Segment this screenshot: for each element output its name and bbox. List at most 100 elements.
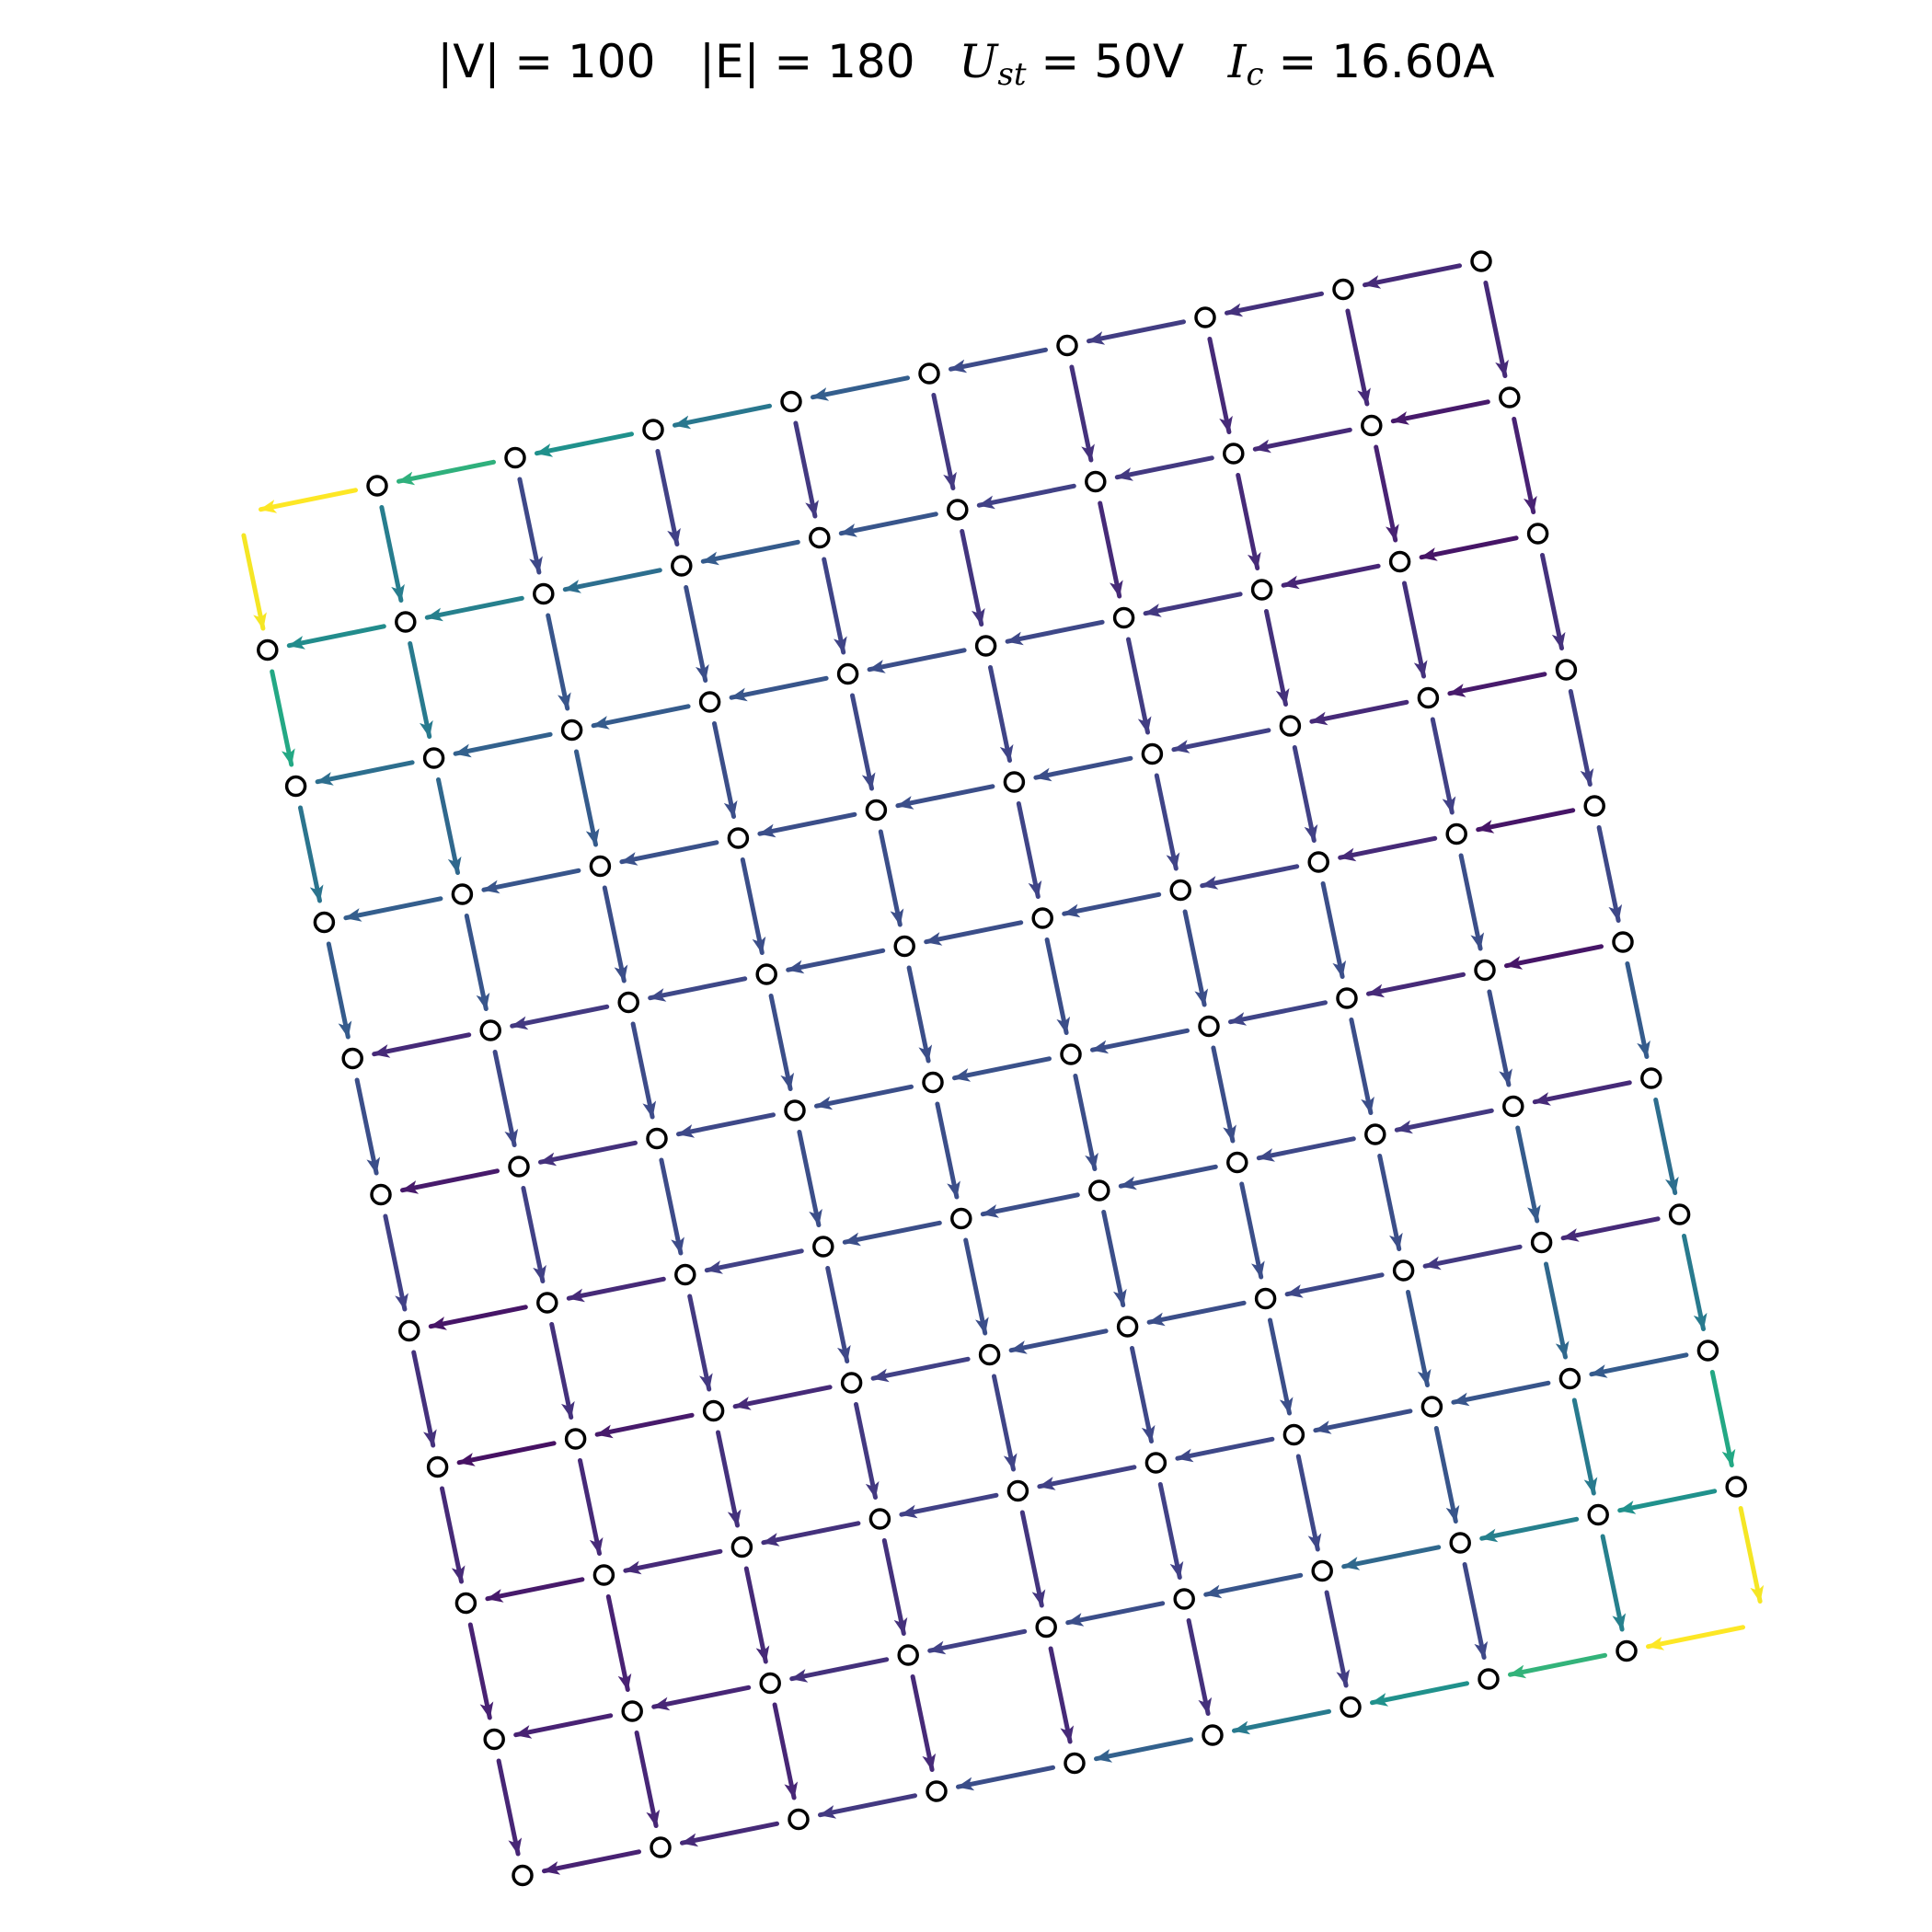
graph-node-r4-c4 [1031,907,1053,929]
graph-node-r7-c3 [1254,1287,1277,1310]
edge-arrow-v-r7-c9 [440,1486,466,1584]
edge-arrow-h-r8-c5 [899,1492,999,1519]
graph-node-r0-c5 [780,390,802,413]
edge-arrow-v-r8-c0 [1709,1370,1736,1467]
edge-arrow-v-r8-c8 [605,1594,632,1692]
edge-arrow-h-r1-c4 [838,512,938,537]
edge-arrow-v-r5-c4 [1073,1074,1098,1171]
edge-arrow-h-r8-c3 [1175,1436,1275,1463]
edge-arrow-h-r8-c4 [1037,1465,1137,1490]
graph-node-r6-c6 [812,1236,834,1258]
edge-arrow-v-r0-c6 [655,449,681,546]
edge-arrow-h-r3-c0 [1447,672,1547,697]
edge-arrow-h-r8-c7 [623,1548,723,1575]
edge-arrow-v-r6-c7 [687,1294,713,1392]
graph-node-r5-c5 [922,1071,944,1094]
edge-arrow-h-r5-c1 [1366,972,1466,998]
edge-arrow-v-r7-c0 [1682,1234,1708,1331]
edge-arrow-h-r7-c6 [732,1385,833,1410]
edge-arrow-v-r7-c2 [1406,1290,1432,1387]
edge-arrow-v-r3-c3 [1154,773,1180,871]
edge-arrow-h-r9-c2 [1341,1545,1442,1570]
graph-node-r1-c3 [1085,470,1107,493]
graph-node-r9-c1 [1587,1503,1609,1526]
edge-arrow-v-r4-c4 [1044,937,1071,1035]
graph-node-r4-c8 [479,1019,501,1041]
graph-node-r9-c6 [897,1644,919,1666]
graph-node-r2-c7 [560,719,583,742]
graph-node-r4-c0 [1583,795,1605,817]
edge-arrow-h-r2-c6 [591,704,691,730]
edge-arrow-v-r3-c2 [1292,745,1318,843]
edge-arrow-h-r9-c3 [1203,1572,1304,1599]
graph-node-r9-c5 [1035,1616,1057,1639]
edge-arrow-h-r0-c0 [1363,263,1462,289]
graph-node-r10-c3 [1340,1696,1362,1719]
edge-arrow-h-r4-c4 [924,920,1024,946]
edge-arrow-v-r9-c8 [634,1731,661,1828]
edge-arrow-h-r7-c1 [1422,1244,1523,1271]
edge-arrow-v-r9-c1 [1600,1534,1627,1632]
edge-arrow-v-r7-c8 [578,1458,604,1556]
edge-arrow-h-r9-c1 [1479,1516,1580,1543]
edge-arrow-v-r2-c5 [850,693,876,791]
graph-node-r2-c5 [836,662,859,685]
graph-node-r0-c2 [1194,306,1216,328]
graph-node-r9-c2 [1449,1532,1471,1554]
edge-arrow-h-r4-c2 [1200,864,1300,890]
graph-node-r1-c0 [1499,386,1521,408]
graph-node-r6-c7 [674,1263,696,1286]
graph-node-r5-c6 [784,1099,806,1121]
edge-arrow-h-r8-c2 [1313,1409,1413,1434]
edge-arrow-h-r8-c0 [1589,1352,1689,1378]
edge-arrow-v-r7-c1 [1544,1261,1570,1360]
graph-node-r3-c7 [589,855,612,878]
edge-arrow-v-r5-c3 [1211,1045,1236,1144]
graph-node-r0-c0 [1470,250,1492,272]
graph-node-r3-c9 [313,911,336,934]
graph-node-r0-c8 [366,475,388,497]
graph-node-r6-c3 [1226,1151,1248,1174]
edge-arrow-h-r10-c6 [818,1793,917,1819]
edge-arrow-v-r5-c9 [383,1213,408,1312]
graph-node-r1-c9 [257,638,279,661]
edge-arrow-h-r7-c0 [1560,1216,1661,1242]
edge-arrow-v-r1-c0 [1512,417,1537,514]
title-current-symbol: I [1227,35,1247,88]
graph-node-r4-c3 [1169,879,1191,902]
edge-arrow-v-r4-c7 [630,1021,657,1120]
graph-node-r4-c9 [341,1047,363,1070]
edge-arrow-h-r1-c3 [976,483,1076,510]
edge-arrow-v-r9-c5 [1048,1646,1075,1744]
edge-arrow-v-r6-c8 [549,1322,575,1420]
edge-arrow-h-r3-c6 [619,840,719,866]
edge-arrow-h-r0-c3 [949,347,1048,374]
edge-arrow-h-r1-c6 [562,568,662,593]
edge-arrow-h-r3-c1 [1309,699,1409,726]
edge-arrow-h-r9-c5 [927,1628,1028,1655]
edge-arrow-h-r2-c1 [1281,563,1381,590]
graph-node-r4-c7 [617,991,639,1014]
edge-arrow-v-r0-c0 [1483,281,1509,378]
edge-arrow-v-r3-c9 [326,941,352,1040]
edge-arrow-h-r9-c0 [1617,1489,1718,1514]
edge-arrow-v-r3-c8 [464,914,490,1011]
graph-node-r6-c0 [1640,1067,1662,1089]
graph-node-r8-c6 [868,1508,891,1530]
graph-node-r0-c1 [1332,278,1354,301]
graph-node-r5-c0 [1612,931,1634,953]
edge-arrow-v-r2-c6 [712,721,738,819]
edge-arrow-h-r7-c4 [1008,1328,1109,1354]
graph-node-r2-c9 [284,775,307,798]
edge-arrow-h-r5-c3 [1090,1028,1190,1054]
graph-node-r0-c4 [918,362,940,385]
edge-arrow-v-r9-c2 [1462,1562,1489,1660]
graph-node-r4-c5 [893,935,915,958]
edge-arrow-v-r6-c5 [963,1237,989,1336]
edge-arrow-h-r5-c6 [676,1112,776,1138]
edge-arrow-v-r3-c6 [740,857,766,955]
graph-node-r7-c9 [426,1455,449,1478]
edge-arrow-v-r7-c4 [1130,1346,1156,1443]
graph-node-r5-c2 [1336,987,1358,1009]
graph-node-r5-c9 [370,1183,392,1206]
